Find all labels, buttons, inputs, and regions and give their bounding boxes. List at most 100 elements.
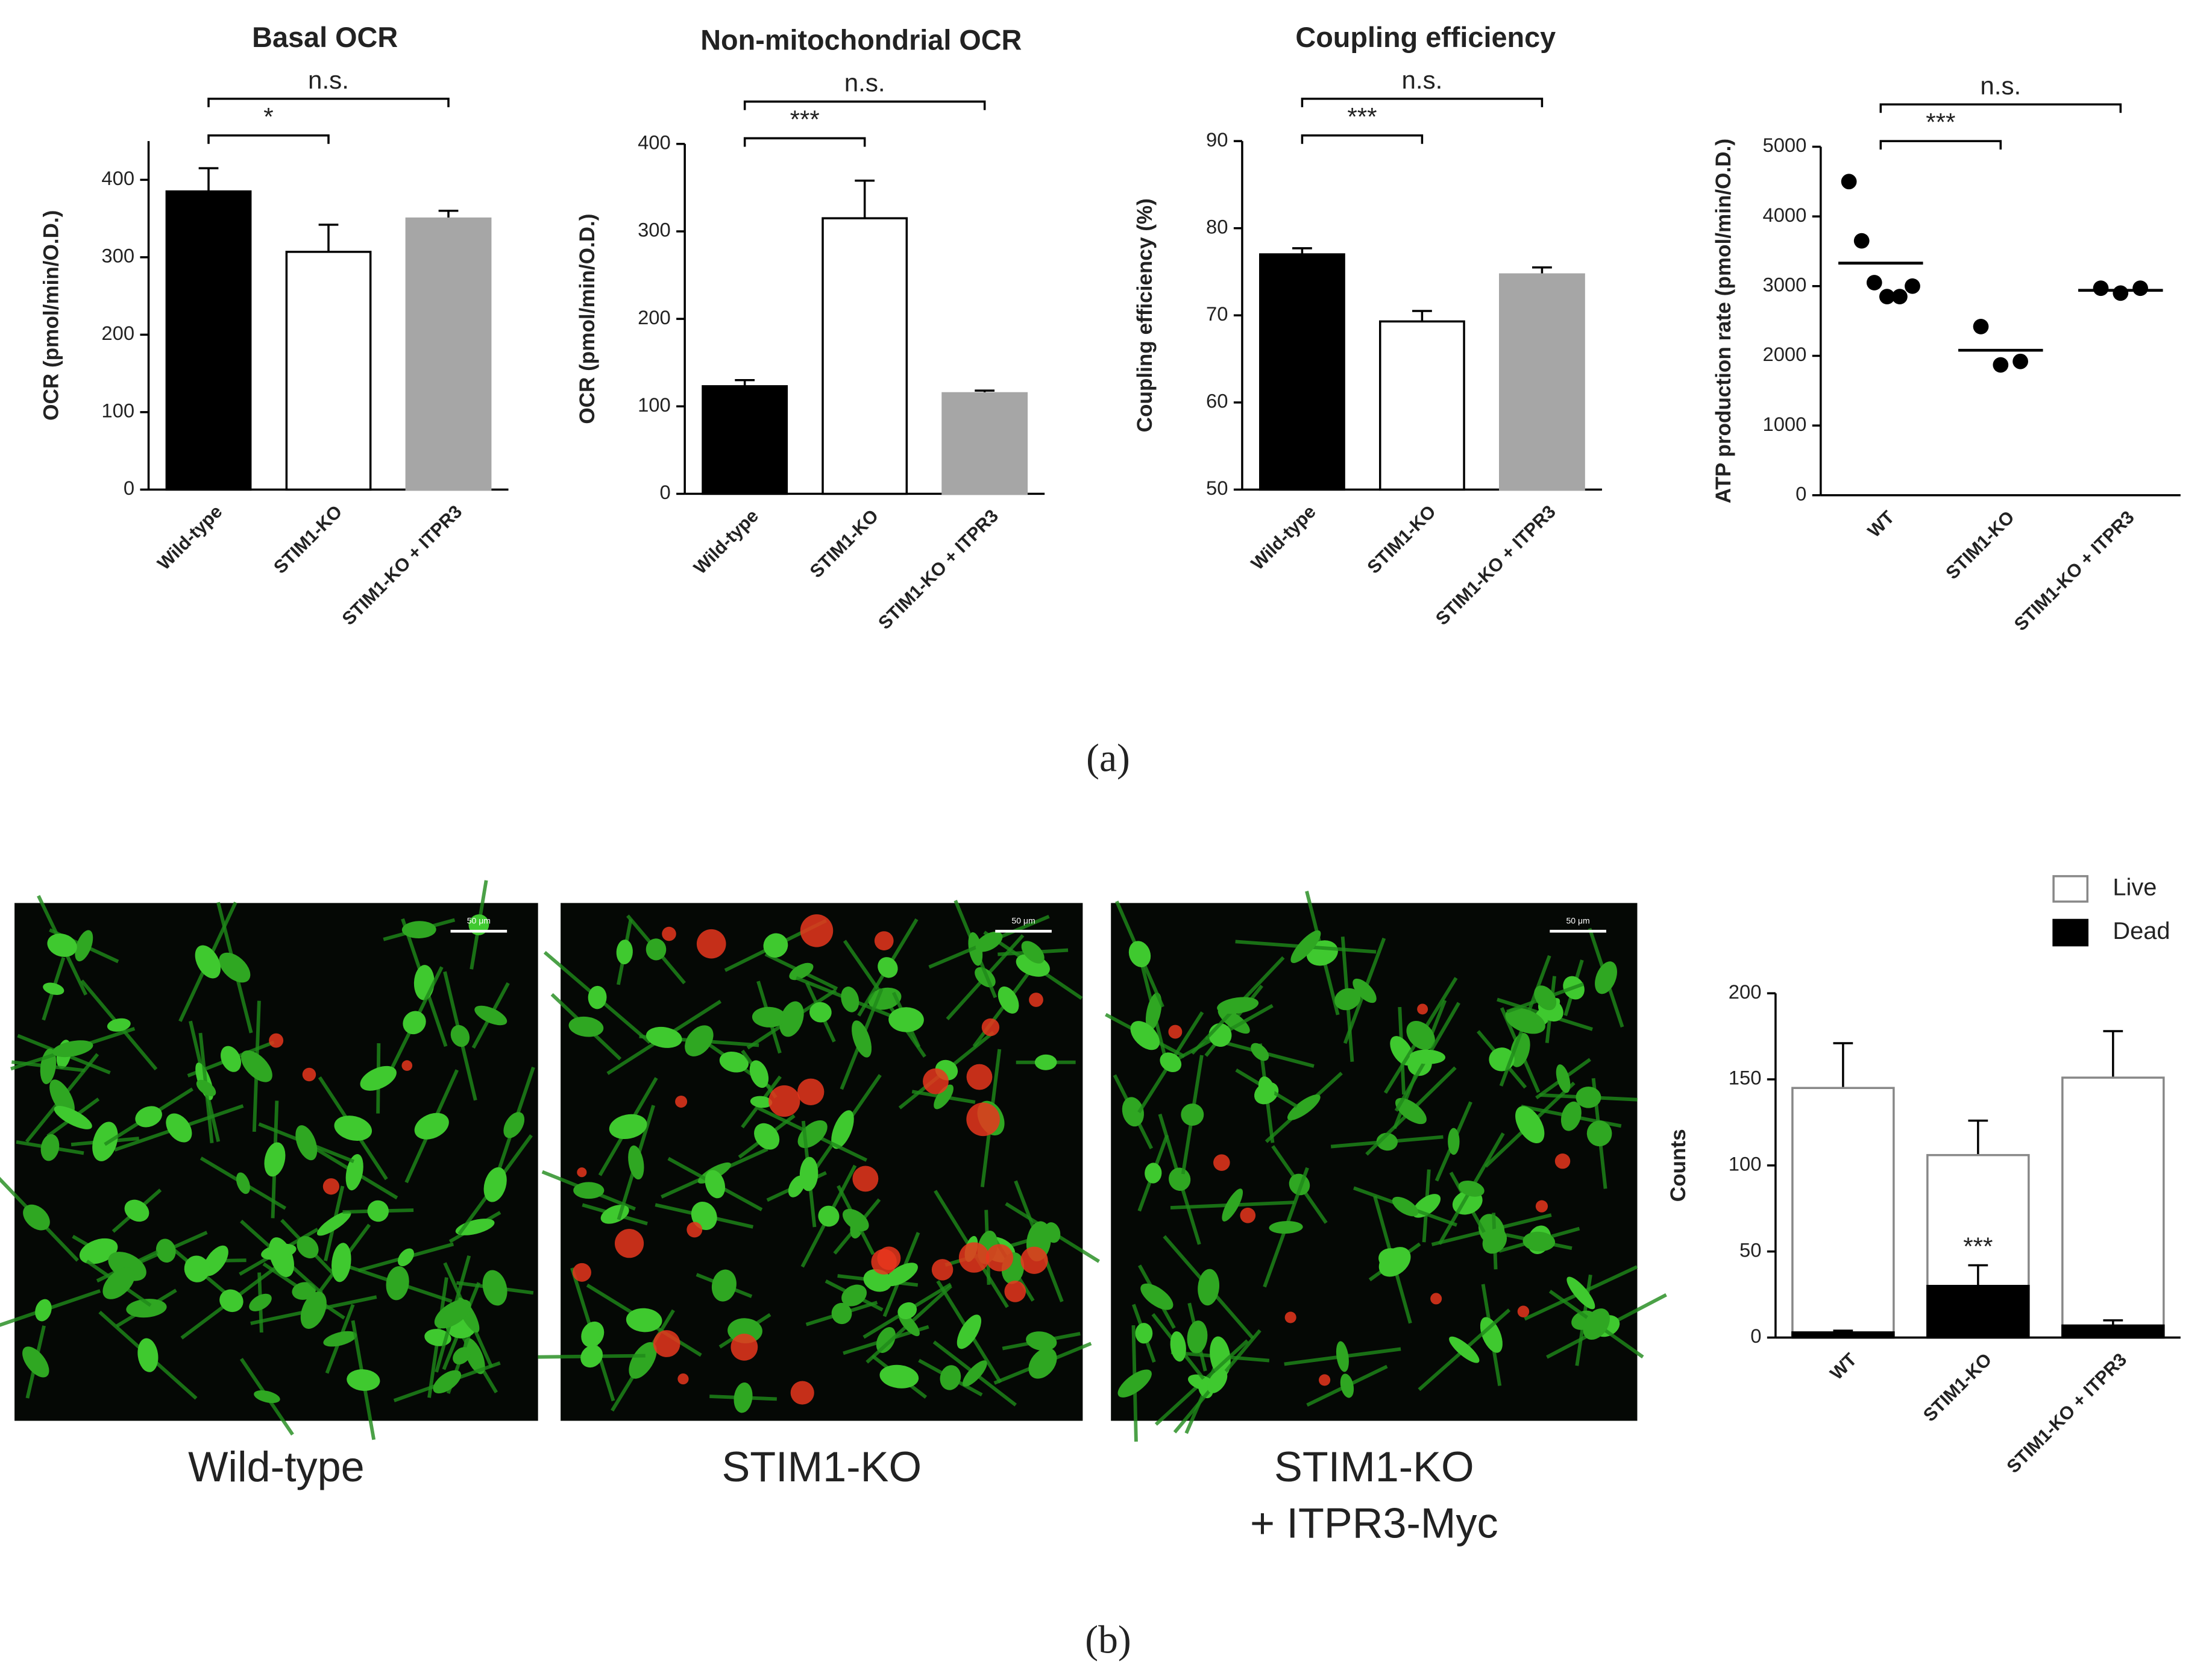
x-tick-label: Wild-type — [154, 501, 227, 574]
cell — [135, 1106, 162, 1128]
x-tick-label: STIM1-KO + ITPR3 — [875, 506, 1002, 633]
dot — [2012, 353, 2028, 369]
y-tick-label: 50 — [1206, 477, 1228, 499]
bar — [1379, 320, 1465, 491]
dead-cell — [677, 1373, 689, 1385]
cell — [763, 933, 788, 958]
y-tick-label: 2000 — [1762, 343, 1806, 365]
x-tick-label: Wild-type — [1247, 501, 1320, 574]
cell — [1336, 1341, 1349, 1372]
bar — [1791, 1087, 1895, 1339]
cell — [818, 1205, 840, 1227]
x-tick-label: STIM1-KO + ITPR3 — [2003, 1349, 2131, 1477]
y-axis-label: OCR (pmol/min/O.D.) — [40, 210, 63, 421]
cell — [1170, 1331, 1186, 1362]
cell — [1251, 1043, 1269, 1061]
y-tick-label: 0 — [1796, 482, 1806, 504]
cell — [888, 1007, 924, 1032]
cell — [841, 1284, 867, 1307]
cell — [347, 1369, 380, 1391]
bar — [822, 217, 908, 495]
significance-label: n.s. — [308, 66, 349, 94]
y-axis-label: Coupling efficiency (%) — [1133, 198, 1157, 432]
error-bar — [1412, 310, 1432, 322]
x-tick-label: STIM1-KO + ITPR3 — [338, 501, 466, 629]
cell — [1449, 1336, 1480, 1363]
dead-cell — [958, 1242, 990, 1273]
cell — [126, 1299, 167, 1318]
cell — [1409, 1049, 1445, 1064]
cell — [568, 1016, 604, 1037]
cell — [711, 1269, 737, 1302]
significance-label: *** — [790, 105, 820, 133]
cell — [885, 1263, 918, 1287]
annotation: *** — [1963, 1232, 1993, 1261]
cell — [616, 940, 633, 965]
x-tick-label: STIM1-KO — [270, 501, 347, 578]
error-bar — [1532, 266, 1552, 275]
y-tick-label: 200 — [101, 322, 134, 344]
cell — [102, 1267, 135, 1299]
cell — [934, 1084, 954, 1109]
y-tick-label: 300 — [101, 245, 134, 267]
cell — [975, 931, 1003, 952]
cell — [47, 934, 77, 957]
dead-cell — [768, 1085, 800, 1117]
error-bar — [198, 167, 219, 192]
x-tick-label: WT — [1864, 507, 1899, 542]
significance-bracket — [743, 137, 866, 147]
cell — [1128, 941, 1151, 967]
dot — [1866, 275, 1882, 290]
y-tick-label: 0 — [660, 481, 671, 503]
cell — [1480, 1317, 1503, 1353]
bar — [702, 385, 788, 495]
significance-bracket — [1879, 140, 2002, 150]
cell — [779, 1001, 804, 1037]
significance-label: *** — [1926, 108, 1955, 136]
cell — [331, 1243, 351, 1282]
cell — [23, 1204, 50, 1231]
cell — [450, 1025, 470, 1047]
significance-bracket — [207, 134, 330, 144]
cell — [1117, 1369, 1152, 1398]
dead-cell — [1430, 1293, 1442, 1305]
cell — [1287, 1094, 1321, 1120]
cell — [609, 1114, 647, 1140]
dead-cell — [931, 1259, 954, 1281]
panel-label: (a) — [1086, 736, 1130, 780]
cell — [750, 1096, 773, 1108]
bar — [941, 392, 1028, 495]
cell — [799, 1156, 819, 1191]
cell — [137, 1338, 159, 1372]
cell — [734, 1382, 753, 1413]
cell — [1181, 1103, 1204, 1126]
dead-cell — [966, 1102, 1000, 1137]
cell — [92, 1122, 118, 1161]
cell — [254, 1390, 280, 1404]
dead-cell — [1319, 1374, 1331, 1386]
y-tick-label: 200 — [638, 306, 671, 328]
cell — [1378, 1247, 1411, 1277]
cell — [1198, 1269, 1220, 1306]
dead-cell — [852, 1166, 879, 1192]
significance-bracket — [1879, 103, 2122, 113]
y-tick-label: 90 — [1206, 128, 1228, 151]
dead-cell — [401, 1060, 413, 1071]
cell — [1392, 1196, 1419, 1217]
dead-cell — [1417, 1003, 1428, 1015]
cell — [1586, 1120, 1612, 1147]
cell — [1026, 1331, 1057, 1351]
x-tick-label: STIM1-KO — [1363, 501, 1440, 578]
bar — [1791, 1331, 1895, 1339]
cell — [1122, 1097, 1144, 1127]
cell — [236, 1172, 250, 1194]
dead-cell — [797, 1078, 825, 1105]
cell — [398, 1248, 414, 1267]
dot — [1841, 174, 1857, 190]
cell — [316, 1211, 351, 1236]
cell — [1217, 997, 1259, 1014]
bar — [405, 217, 492, 491]
legend-swatch — [2052, 875, 2089, 903]
cell — [386, 1266, 409, 1301]
